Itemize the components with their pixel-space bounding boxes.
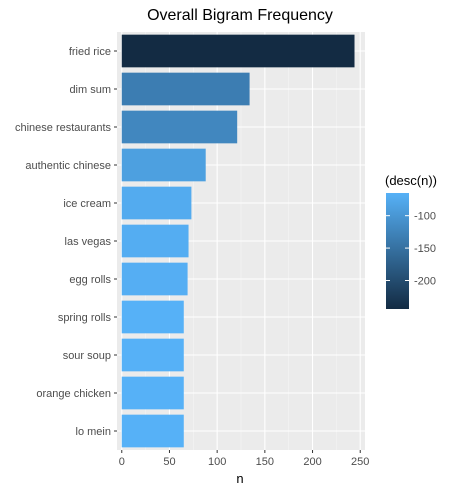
legend-title: (desc(n)) <box>385 173 437 188</box>
bar <box>121 262 188 296</box>
y-tick-label: lo mein <box>76 426 111 438</box>
legend-tick-label: -150 <box>414 243 436 255</box>
y-tick-label: authentic chinese <box>25 160 111 172</box>
bar <box>121 148 206 182</box>
y-tick-label: ice cream <box>63 198 111 210</box>
x-tick-label: 150 <box>256 456 274 468</box>
bar <box>121 338 184 372</box>
x-tick-label: 50 <box>163 456 175 468</box>
legend-tick-label: -200 <box>414 275 436 287</box>
y-tick-label: dim sum <box>69 84 111 96</box>
legend-colorbar <box>386 193 409 309</box>
x-axis-title: n <box>236 471 243 486</box>
bar <box>121 72 250 106</box>
bar <box>121 34 355 68</box>
x-tick-label: 0 <box>119 456 125 468</box>
bar <box>121 300 184 334</box>
x-axis: 0 50 100 150 200 250 <box>119 450 369 468</box>
y-tick-label: spring rolls <box>58 312 112 324</box>
bar <box>121 110 238 144</box>
x-tick-label: 100 <box>208 456 226 468</box>
legend-tick-label: -100 <box>414 211 436 223</box>
x-tick-label: 200 <box>303 456 321 468</box>
y-tick-label: chinese restaurants <box>15 122 111 134</box>
y-tick-label: egg rolls <box>69 274 111 286</box>
bar <box>121 376 184 410</box>
bar <box>121 224 189 258</box>
bar <box>121 414 184 448</box>
bars <box>121 34 355 448</box>
y-tick-label: las vegas <box>65 236 112 248</box>
y-tick-label: sour soup <box>63 350 111 362</box>
x-tick-label: 250 <box>351 456 369 468</box>
bar <box>121 186 192 220</box>
y-tick-label: orange chicken <box>36 388 111 400</box>
chart-title: Overall Bigram Frequency <box>147 7 333 24</box>
y-axis: fried rice dim sum chinese restaurants auth… <box>15 46 117 438</box>
legend-ticks: -100 -150 -200 <box>386 211 436 287</box>
legend: (desc(n)) -100 -150 -200 <box>385 173 437 309</box>
y-tick-label: fried rice <box>69 46 111 58</box>
